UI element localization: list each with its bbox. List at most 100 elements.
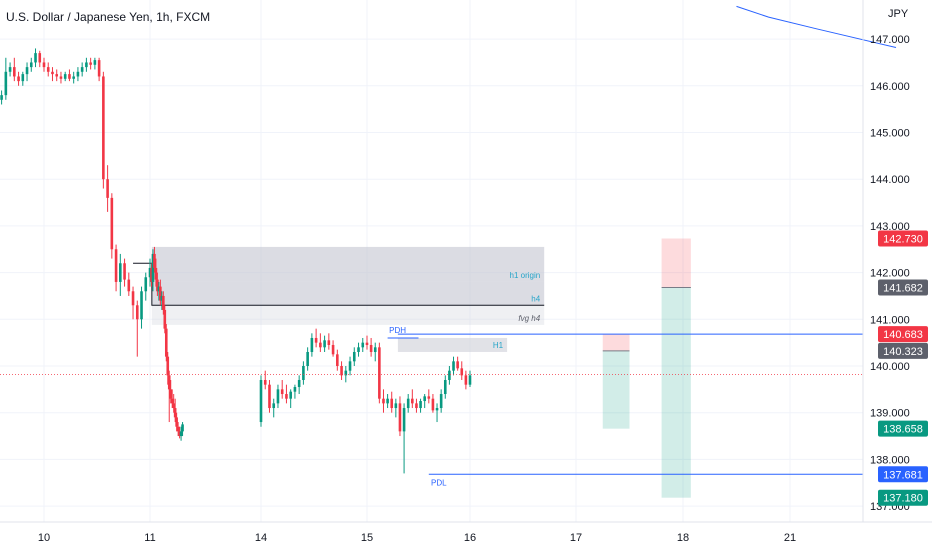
candle-body [8,67,12,72]
candle-body [336,354,339,366]
candle-body [448,370,451,381]
zone-h1-origin [151,246,545,282]
y-tick-label: 144.000 [870,174,910,186]
candle-body [323,340,326,348]
candle-body [135,305,139,320]
candle-body [378,347,381,399]
candle-body [80,67,84,72]
currency-label: JPY [888,8,909,20]
candle-body [148,267,152,278]
candle-body [402,408,406,432]
candle-body [164,328,168,357]
candle-body [331,344,335,355]
price-badge [878,326,928,343]
y-tick-label: 141.000 [870,314,910,326]
candle-body [293,387,297,392]
y-tick-label: 142.000 [870,268,910,280]
candle-body [13,67,16,77]
candle-body [34,53,37,63]
candle-body [306,351,309,366]
candles [0,48,472,474]
candle-body [59,76,63,79]
candle-body [302,366,305,381]
price-badge-label: 137.180 [883,493,923,505]
price-badge [878,466,928,483]
candle-body [327,340,331,345]
stop-zone[interactable] [602,334,630,351]
y-tick-label: 146.000 [870,81,910,93]
price-badge [878,342,928,359]
level-label-pdl: PDL [431,478,447,487]
candle-body [175,417,178,427]
target-zone[interactable] [602,350,630,429]
levels: PDH PDL [0,326,863,487]
price-badges: 142.730 141.682 140.683 140.323 138.658 137.6… [878,230,928,506]
candle-body [439,394,443,409]
time-axis[interactable]: 10 11 14 15 16 17 18 21 [38,532,796,544]
candle-body [68,74,71,79]
candle-body [468,375,472,385]
price-axis[interactable]: 147.000 146.000 145.000 144.000 143.000 142.0… [870,34,910,513]
chart-title: U.S. Dollar / Japanese Yen, 1h, FXCM [6,10,211,24]
candle-body [373,347,377,352]
candle-body [166,356,170,376]
candle-body [435,408,439,411]
candle-body [63,74,67,79]
candle-body [127,279,131,292]
trend-curve-line [736,5,897,48]
candle-body [352,351,356,362]
candle-body [151,253,155,282]
candle-body [170,398,174,404]
y-tick-label: 137.000 [870,501,910,513]
candle-body [427,396,431,399]
candle-body [114,249,118,282]
candle-body [394,403,398,409]
target-zone[interactable] [661,287,691,498]
position-tools[interactable] [602,238,691,498]
candle-body [369,344,373,352]
candle-body [46,67,50,72]
zone-fvg-h4 [151,305,545,325]
candle-body [89,62,92,65]
candle-body [348,361,352,371]
candle-body [140,291,143,320]
candle-body [386,398,389,404]
candle-body [406,398,410,409]
candle-body [123,263,126,280]
candle-body [173,408,177,418]
candle-body [25,67,29,75]
candle-body [285,394,288,399]
zone-label: H1 [493,341,504,350]
stop-zone[interactable] [661,238,691,288]
candle-body [263,380,267,385]
candle-body [178,431,181,437]
candle-body [361,342,365,348]
candle-body [0,95,3,100]
candle-body [29,62,33,68]
candle-body [163,309,167,329]
candle-body [106,179,109,198]
price-badge-label: 137.681 [883,469,923,481]
candle-body [340,366,343,376]
candle-body [419,401,422,409]
candle-body [38,53,42,63]
zone-label: fvg h4 [518,314,540,323]
zone-label: h4 [531,294,540,303]
y-tick-label: 139.000 [870,408,910,420]
price-badge [878,230,928,247]
price-badge [878,420,928,437]
price-badge-label: 140.323 [883,346,923,358]
price-badge [878,279,928,296]
candle-body [280,389,284,395]
candle-body [162,295,165,310]
candle-body [21,74,25,82]
candle-body [156,279,159,292]
candle-body [452,361,455,371]
candle-body [181,424,184,432]
candle-body [97,60,101,77]
candle-body [319,342,322,348]
candle-body [42,62,46,68]
candle-body [268,384,271,409]
candle-body [411,398,414,404]
